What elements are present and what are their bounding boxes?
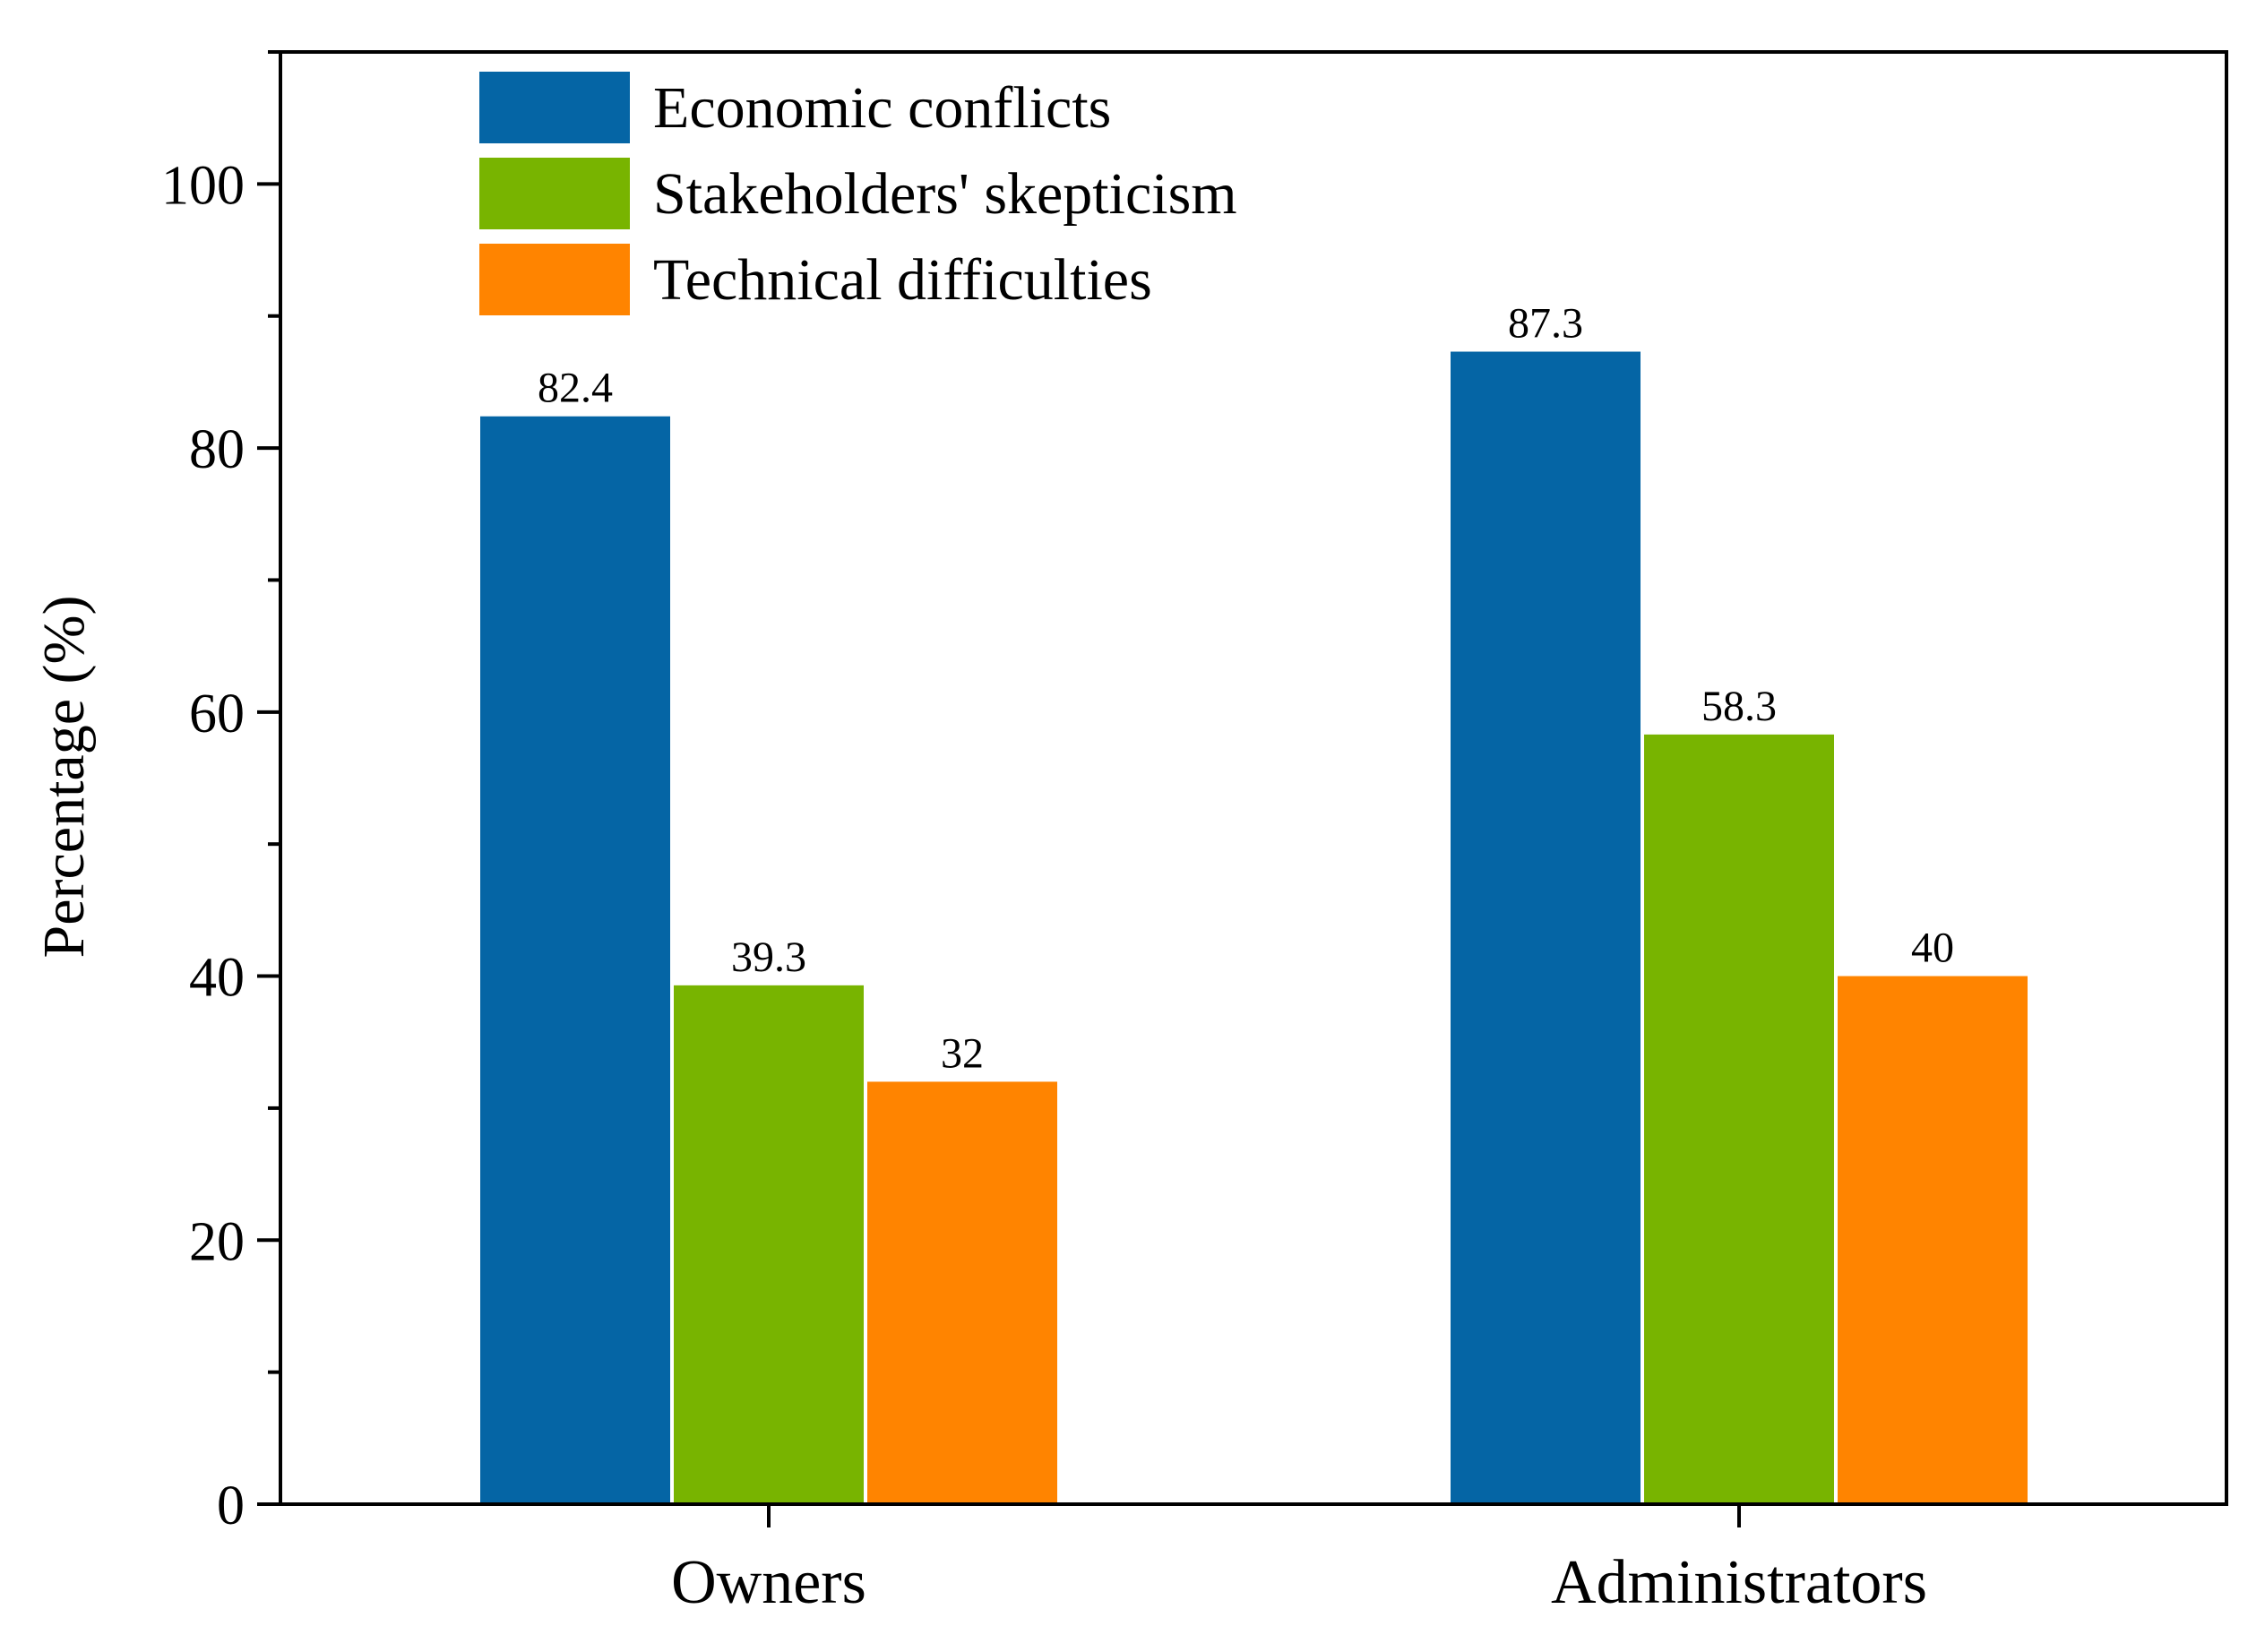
y-tick-label: 80 bbox=[189, 419, 245, 480]
bars-group bbox=[480, 351, 2028, 1505]
y-tick-label: 40 bbox=[189, 948, 245, 1009]
data-label-administrators-2: 58.3 bbox=[1701, 683, 1777, 730]
data-label-administrators-1: 87.3 bbox=[1508, 300, 1583, 348]
bar-owners-3 bbox=[867, 1081, 1057, 1504]
legend-label-1: Economic conflicts bbox=[653, 75, 1111, 141]
x-axis: Owners Administrators bbox=[671, 1504, 1927, 1617]
bar-owners-1 bbox=[480, 416, 670, 1504]
x-category-label-administrators: Administrators bbox=[1551, 1548, 1927, 1617]
bar-administrators-2 bbox=[1644, 734, 1834, 1504]
bar-owners-2 bbox=[674, 985, 864, 1504]
x-category-label-owners: Owners bbox=[671, 1548, 866, 1617]
data-label-administrators-3: 40 bbox=[1911, 925, 1954, 972]
data-label-owners-2: 39.3 bbox=[731, 934, 806, 981]
legend: Economic conflicts Stakeholders' skeptici… bbox=[479, 72, 1237, 315]
y-tick-label: 100 bbox=[161, 155, 245, 216]
y-tick-label: 20 bbox=[189, 1211, 245, 1272]
y-axis: 0 20 40 60 80 100 bbox=[161, 50, 280, 1536]
data-label-owners-1: 82.4 bbox=[538, 365, 613, 412]
y-tick-label: 60 bbox=[189, 684, 245, 744]
y-tick-label: 0 bbox=[217, 1476, 245, 1536]
y-axis-title: Percentage (%) bbox=[31, 596, 97, 959]
data-labels-group: 82.4 87.3 39.3 58.3 32 40 bbox=[538, 300, 1954, 1078]
legend-label-3: Technical difficulties bbox=[653, 247, 1152, 313]
bar-administrators-3 bbox=[1838, 976, 2028, 1504]
bar-administrators-1 bbox=[1451, 351, 1641, 1505]
legend-swatch-2 bbox=[479, 158, 630, 229]
legend-swatch-1 bbox=[479, 72, 630, 143]
legend-swatch-3 bbox=[479, 244, 630, 315]
legend-label-2: Stakeholders' skepticism bbox=[653, 161, 1237, 227]
data-label-owners-3: 32 bbox=[941, 1029, 984, 1077]
plot-frame bbox=[279, 50, 2228, 1506]
